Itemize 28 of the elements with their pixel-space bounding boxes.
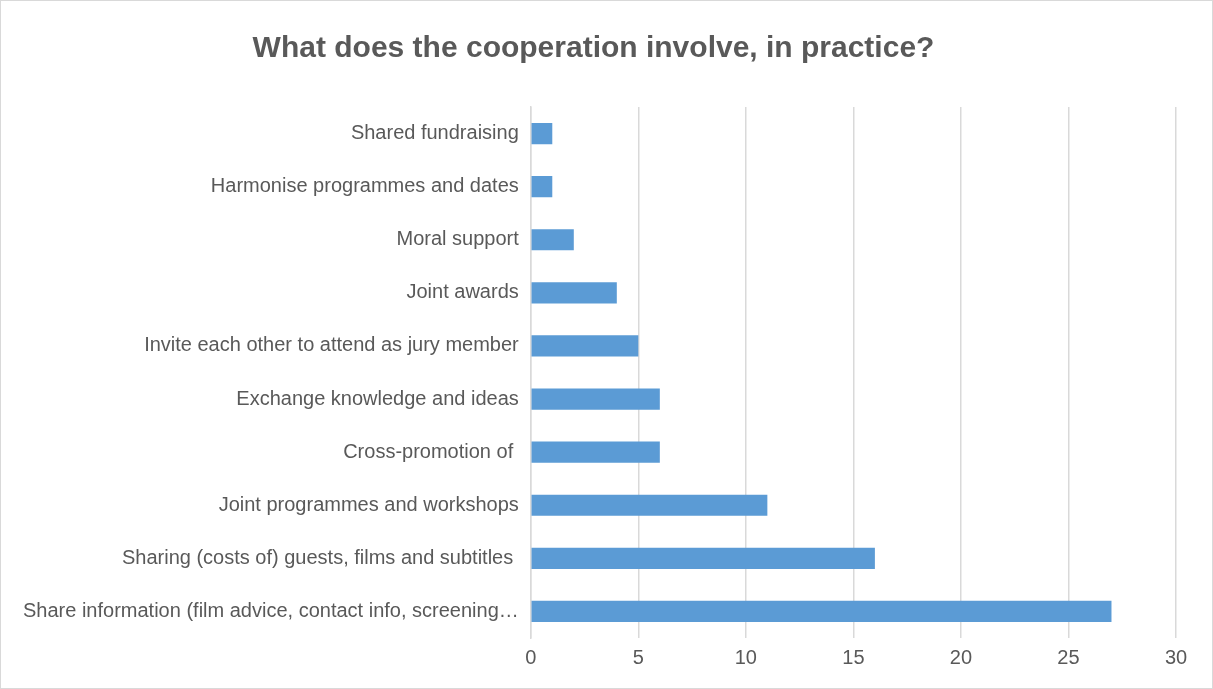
bar bbox=[531, 122, 553, 145]
y-tick-label: Sharing (costs of) guests, films and subtitles bbox=[121, 545, 519, 568]
bar bbox=[531, 441, 660, 463]
x-tick-label: 15 bbox=[842, 645, 865, 668]
bar bbox=[531, 388, 660, 410]
y-tick-label: Share information (film advice, contact info, screening… bbox=[23, 598, 519, 621]
x-tick-label: 5 bbox=[632, 645, 644, 668]
y-tick-label: Invite each other to attend as jury member bbox=[144, 333, 520, 356]
bar bbox=[531, 176, 553, 198]
y-tick-label: Cross-promotion of bbox=[343, 439, 519, 462]
x-tick-label: 25 bbox=[1057, 645, 1080, 668]
y-tick-label: Harmonise programmes and dates bbox=[210, 174, 519, 197]
y-tick-label: Joint awards bbox=[406, 280, 519, 303]
bar bbox=[531, 282, 617, 304]
y-tick-label: Joint programmes and workshops bbox=[218, 492, 519, 515]
x-tick-label: 20 bbox=[949, 645, 973, 668]
x-tick-label: 30 bbox=[1164, 645, 1188, 668]
y-tick-label: Shared fundraising bbox=[350, 121, 519, 144]
chart-title: What does the cooperation involve, in practice? bbox=[252, 30, 935, 64]
bar bbox=[531, 229, 574, 251]
bar bbox=[531, 494, 768, 516]
bar bbox=[531, 600, 1112, 623]
bar bbox=[531, 547, 875, 569]
x-tick-label: 10 bbox=[734, 645, 757, 668]
y-tick-label: Exchange knowledge and ideas bbox=[236, 386, 519, 409]
x-tick-label: 0 bbox=[525, 645, 537, 668]
y-tick-label: Moral support bbox=[396, 227, 520, 250]
bar bbox=[531, 335, 639, 357]
